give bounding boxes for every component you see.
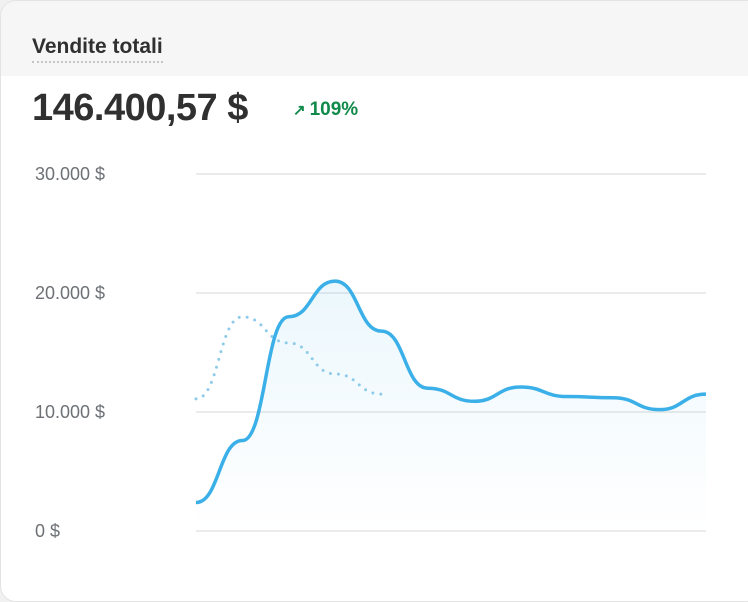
data-point[interactable] xyxy=(471,398,477,404)
data-point[interactable] xyxy=(332,278,338,284)
data-point[interactable] xyxy=(564,394,570,400)
data-point[interactable] xyxy=(518,384,524,390)
data-point[interactable] xyxy=(378,328,384,334)
y-tick-label: 0 $ xyxy=(35,521,60,541)
y-tick-label: 30.000 $ xyxy=(35,164,105,184)
y-tick-label: 20.000 $ xyxy=(35,283,105,303)
data-point[interactable] xyxy=(425,385,431,391)
data-point[interactable] xyxy=(286,314,292,320)
card-title[interactable]: Vendite totali xyxy=(32,35,163,63)
data-point[interactable] xyxy=(657,407,663,413)
data-point[interactable] xyxy=(239,438,245,444)
card-header: Vendite totali xyxy=(1,1,748,76)
previous-period-line xyxy=(194,315,383,401)
current-period-line xyxy=(195,279,707,505)
change-badge: ↗ 109% xyxy=(293,99,358,121)
arrow-up-right-icon: ↗ xyxy=(293,102,306,119)
total-sales-value: 146.400,57 $ xyxy=(32,87,248,129)
sales-chart: 0 $ 10.000 $ 20.000 $ 30.000 $ xyxy=(35,164,709,541)
data-point[interactable] xyxy=(703,391,709,397)
data-point[interactable] xyxy=(193,499,199,505)
change-value: 109% xyxy=(309,99,359,120)
area-fill xyxy=(196,281,706,531)
data-point[interactable] xyxy=(610,395,616,401)
y-tick-label: 10.000 $ xyxy=(35,402,105,422)
